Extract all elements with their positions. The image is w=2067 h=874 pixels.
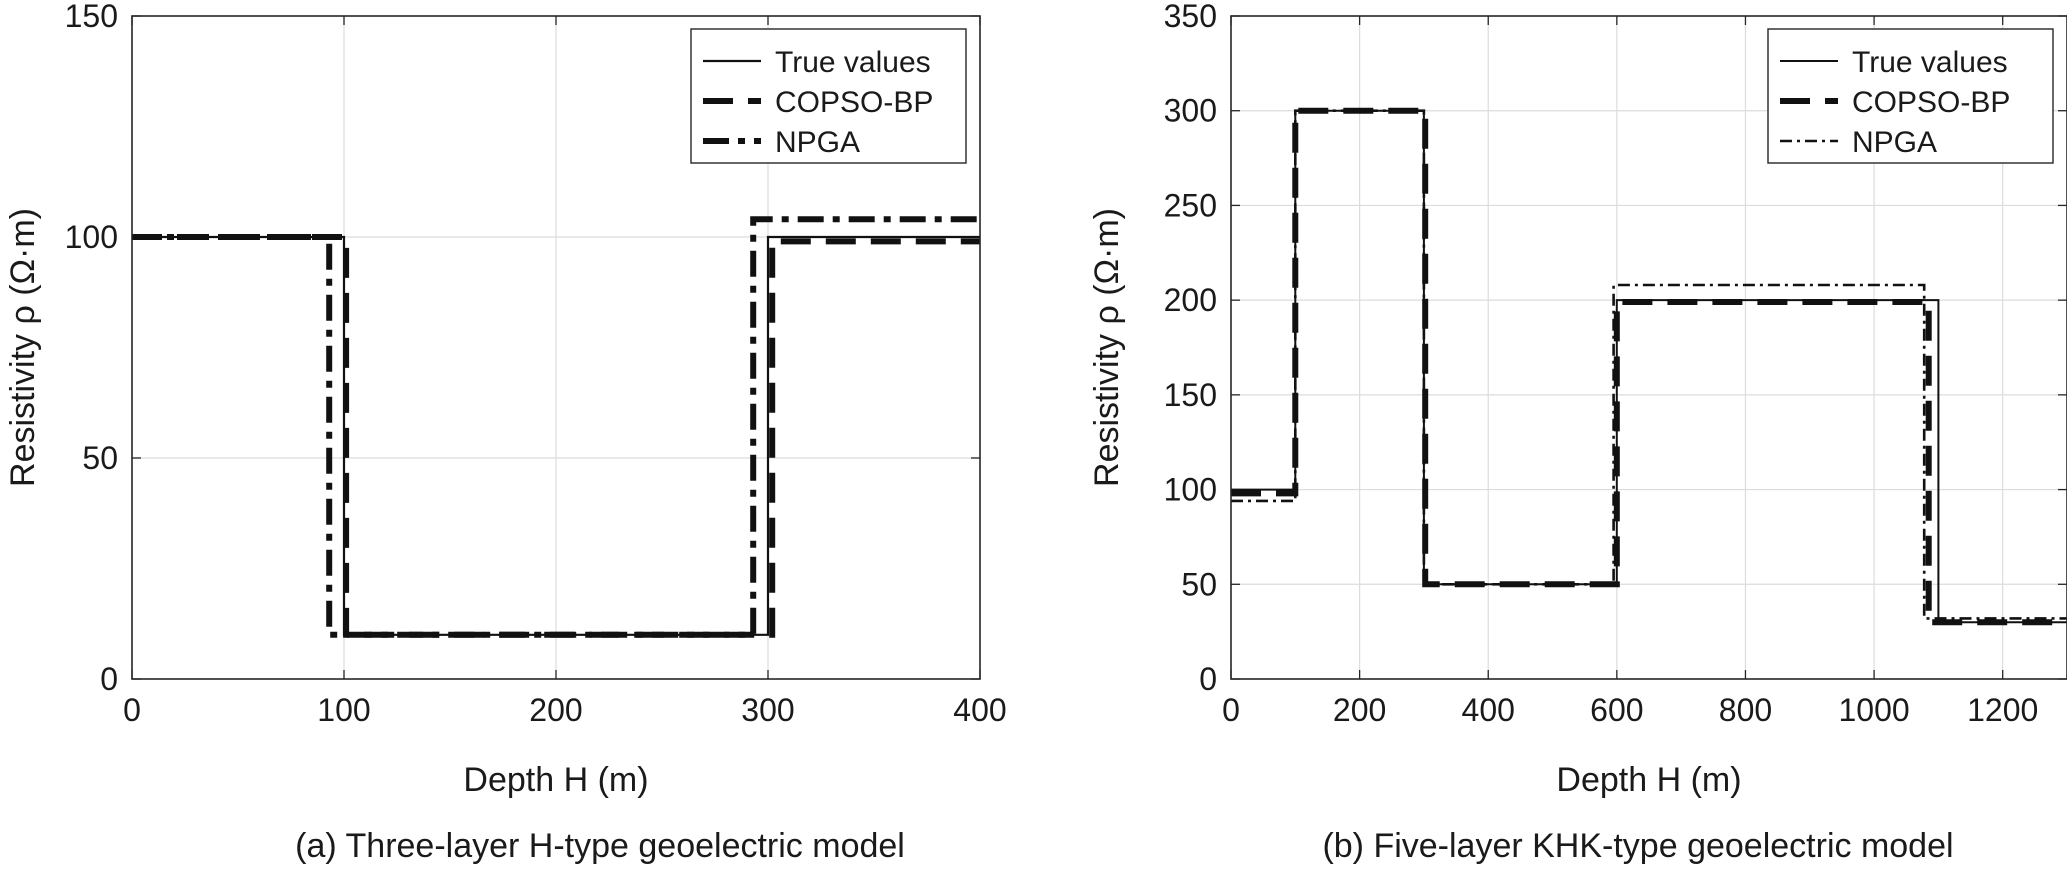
x-tick-label: 1000 — [1838, 692, 1909, 728]
x-tick-label: 400 — [1462, 692, 1515, 728]
x-tick-label: 1200 — [1967, 692, 2038, 728]
x-tick-label: 0 — [1222, 692, 1240, 728]
axes-frame — [1230, 15, 2067, 680]
y-tick-label: 150 — [1164, 377, 1217, 413]
y-tick-label: 0 — [100, 661, 118, 697]
x-tick-label: 200 — [529, 692, 582, 728]
legend-label: True values — [1852, 46, 2008, 79]
chart-caption: (a) Three-layer H-type geoelectric model — [295, 827, 905, 865]
y-tick-label: 50 — [1181, 566, 1217, 602]
legend-label: True values — [775, 46, 931, 79]
legend: True values COPSO-BP NPGA — [690, 28, 967, 164]
y-axis-label: Resistivity ρ (Ω·m) — [4, 208, 42, 487]
y-tick-label: 350 — [1164, 0, 1217, 34]
y-tick-label: 50 — [82, 440, 118, 476]
legend-label: COPSO-BP — [1852, 86, 2010, 119]
y-tick-label: 300 — [1164, 93, 1217, 129]
x-tick-label: 400 — [953, 692, 1006, 728]
chart-b: 0 200 400 600 800 1000 1200 0 50 100 150 200 250 300 3… — [1088, 0, 2067, 865]
legend: True values COPSO-BP NPGA — [1767, 28, 2054, 164]
x-tick-label: 600 — [1590, 692, 1643, 728]
y-tick-label: 100 — [65, 219, 118, 255]
series-line-copso-bp — [132, 234, 980, 638]
x-axis-label: Depth H (m) — [1556, 761, 1741, 799]
y-tick-label: 100 — [1164, 472, 1217, 508]
x-tick-label: 800 — [1719, 692, 1772, 728]
x-tick-label: 300 — [741, 692, 794, 728]
y-tick-label: 200 — [1164, 282, 1217, 318]
x-tick-label: 200 — [1333, 692, 1386, 728]
axes-frame — [131, 15, 981, 680]
x-axis-label: Depth H (m) — [463, 761, 648, 799]
y-tick-label: 0 — [1199, 661, 1217, 697]
legend-box — [690, 28, 967, 164]
y-tick-label: 150 — [65, 0, 118, 34]
legend-label: NPGA — [1852, 126, 1937, 159]
chart-caption: (b) Five-layer KHK-type geoelectric mode… — [1322, 827, 1953, 865]
x-tick-label: 0 — [123, 692, 141, 728]
chart-a: 0 100 200 300 400 0 50 100 150 True values COPSO-B… — [4, 0, 1007, 865]
legend-label: COPSO-BP — [775, 86, 933, 119]
series-line-copso-bp — [1231, 107, 2067, 626]
y-tick-label: 250 — [1164, 187, 1217, 223]
series-group — [1231, 107, 2067, 626]
x-tick-label: 100 — [317, 692, 370, 728]
legend-label: NPGA — [775, 126, 860, 159]
y-axis-label: Resistivity ρ (Ω·m) — [1088, 208, 1126, 487]
series-group — [132, 216, 980, 638]
